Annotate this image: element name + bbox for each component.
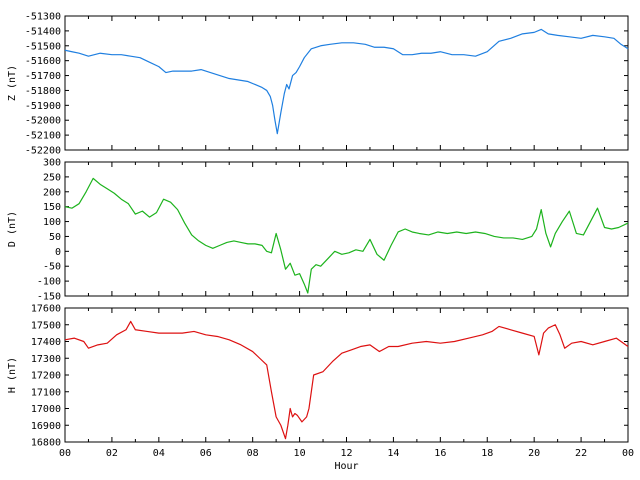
panel-d: 300 250 200 150 100 50 0 -50 -100 -150 D (nT) [7, 158, 629, 303]
y-tick-label: -52100 [25, 131, 61, 142]
x-tick-label: 00 [59, 448, 71, 459]
x-tick-label: 00 [622, 448, 634, 459]
y-tick-label: 200 [43, 187, 61, 198]
x-tick-label: 10 [294, 448, 306, 459]
y-tick-label: 17200 [31, 371, 61, 382]
y-tick-label: -50 [43, 262, 61, 273]
y-tick-label: 150 [43, 202, 61, 213]
x-tick-label: 16 [434, 448, 446, 459]
y-axis-title: H (nT) [7, 357, 18, 393]
y-tick-label: 17100 [31, 387, 61, 398]
y-tick-label: -51500 [25, 41, 61, 52]
chart-panels: -51300 -51400 -51500 -51600 -51700 -51800 -519… [7, 12, 634, 473]
y-tick-label: -52200 [25, 146, 61, 157]
x-axis-title: Hour [334, 461, 358, 472]
series-line-h [64, 320, 629, 440]
plot-frame [64, 307, 629, 443]
x-tick-label: 22 [575, 448, 587, 459]
panel-h: 17600 17500 17400 17300 17200 17100 17000 16900… [7, 304, 634, 473]
y-tick-label: 100 [43, 217, 61, 228]
y-tick-label: -51600 [25, 56, 61, 67]
y-tick-label: -51400 [25, 26, 61, 37]
y-axis-title: D (nT) [7, 211, 18, 247]
y-tick-label: 17300 [31, 354, 61, 365]
y-tick-label: 300 [43, 158, 61, 169]
y-tick-label: 0 [55, 247, 61, 258]
y-tick-label: 17000 [31, 404, 61, 415]
y-tick-label: 16800 [31, 438, 61, 449]
x-tick-label: 14 [387, 448, 399, 459]
x-tick-label: 20 [528, 448, 540, 459]
x-tick-label: 18 [481, 448, 493, 459]
series-line-z [64, 28, 629, 135]
x-tick-label: 02 [106, 448, 118, 459]
y-tick-label: -51800 [25, 86, 61, 97]
x-tick-label: 12 [340, 448, 352, 459]
y-tick-label: -150 [37, 292, 61, 303]
y-tick-label: 17600 [31, 304, 61, 315]
y-tick-label: -51700 [25, 71, 61, 82]
x-tick-label: 08 [247, 448, 259, 459]
y-tick-label: -51300 [25, 12, 61, 23]
y-tick-label: 17500 [31, 320, 61, 331]
y-tick-label: 17400 [31, 337, 61, 348]
y-tick-label: -100 [37, 277, 61, 288]
y-tick-label: -52000 [25, 116, 61, 127]
y-tick-label: -51900 [25, 101, 61, 112]
y-tick-label: 250 [43, 172, 61, 183]
x-tick-label: 06 [200, 448, 212, 459]
plot-frame [64, 15, 629, 151]
y-tick-label: 16900 [31, 421, 61, 432]
x-tick-label: 04 [153, 448, 165, 459]
panel-z: -51300 -51400 -51500 -51600 -51700 -51800 -519… [7, 12, 629, 157]
plot-frame [64, 161, 629, 297]
series-line-d [64, 177, 629, 294]
y-tick-label: 50 [49, 232, 61, 243]
y-axis-title: Z (nT) [7, 65, 18, 101]
